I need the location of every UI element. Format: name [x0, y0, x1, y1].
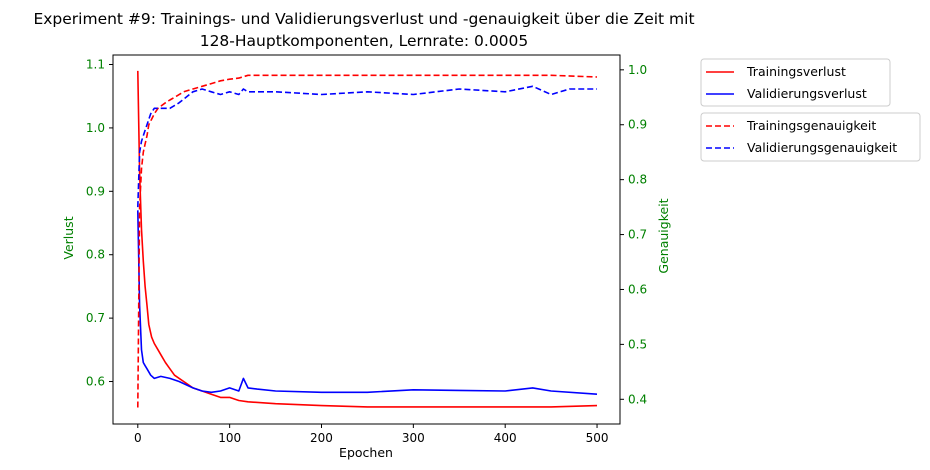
right-tick-label: 0.6 — [628, 282, 647, 296]
legend-losses: Trainingsverlust Validierungsverlust — [700, 58, 891, 107]
series-line-trainingsverlust — [137, 70, 598, 408]
right-tick-label: 0.9 — [628, 118, 647, 132]
legend-label-validierungsverlust: Validierungsverlust — [747, 86, 867, 101]
legend-label-trainingsverlust: Trainingsverlust — [746, 64, 846, 79]
left-tick-label: 0.6 — [86, 375, 105, 389]
chart-title-line-1: Experiment #9: Trainings- und Validierun… — [33, 10, 694, 28]
series-layer — [137, 70, 598, 408]
plot-frame — [112, 54, 621, 425]
y-axis-label-left: Verlust — [61, 216, 76, 259]
legend-accuracies: Trainingsgenauigkeit Validierungsgenauig… — [700, 112, 921, 162]
left-tick-label: 0.9 — [86, 184, 105, 198]
right-tick-label: 1.0 — [628, 63, 647, 77]
left-tick-label: 0.7 — [86, 311, 105, 325]
left-tick-label: 1.0 — [86, 121, 105, 135]
x-tick-label: 0 — [134, 431, 142, 445]
right-tick-label: 0.4 — [628, 392, 647, 406]
x-tick-label: 500 — [586, 431, 609, 445]
left-tick-label: 1.1 — [86, 58, 105, 72]
right-tick-label: 0.7 — [628, 228, 647, 242]
left-axis: 0.6 0.7 0.8 0.9 1.0 1.1 — [86, 58, 113, 389]
x-tick-label: 100 — [218, 431, 241, 445]
y-axis-label-right: Genauigkeit — [656, 198, 671, 273]
x-tick-label: 400 — [494, 431, 517, 445]
plot-area — [113, 55, 620, 424]
x-tick-label: 200 — [310, 431, 333, 445]
series-line-validierungsgenauigkeit — [137, 85, 597, 208]
right-axis: 0.4 0.5 0.6 0.7 0.8 0.9 1.0 — [620, 63, 647, 406]
x-axis: 0 100 200 300 400 500 — [134, 424, 609, 445]
left-tick-label: 0.8 — [86, 248, 105, 262]
series-line-validierungsverlust — [137, 210, 598, 395]
chart-title-line-2: 128-Hauptkomponenten, Lernrate: 0.0005 — [200, 32, 529, 50]
right-tick-label: 0.8 — [628, 173, 647, 187]
series-line-trainingsgenauigkeit — [137, 74, 598, 408]
legend-label-trainingsgenauigkeit: Trainingsgenauigkeit — [746, 118, 876, 133]
x-tick-label: 300 — [402, 431, 425, 445]
x-axis-label: Epochen — [339, 445, 393, 460]
legend-losses-box — [700, 58, 891, 107]
legend-accuracies-box — [700, 112, 921, 162]
legend-label-validierungsgenauigkeit: Validierungsgenauigkeit — [747, 140, 897, 155]
right-tick-label: 0.5 — [628, 337, 647, 351]
